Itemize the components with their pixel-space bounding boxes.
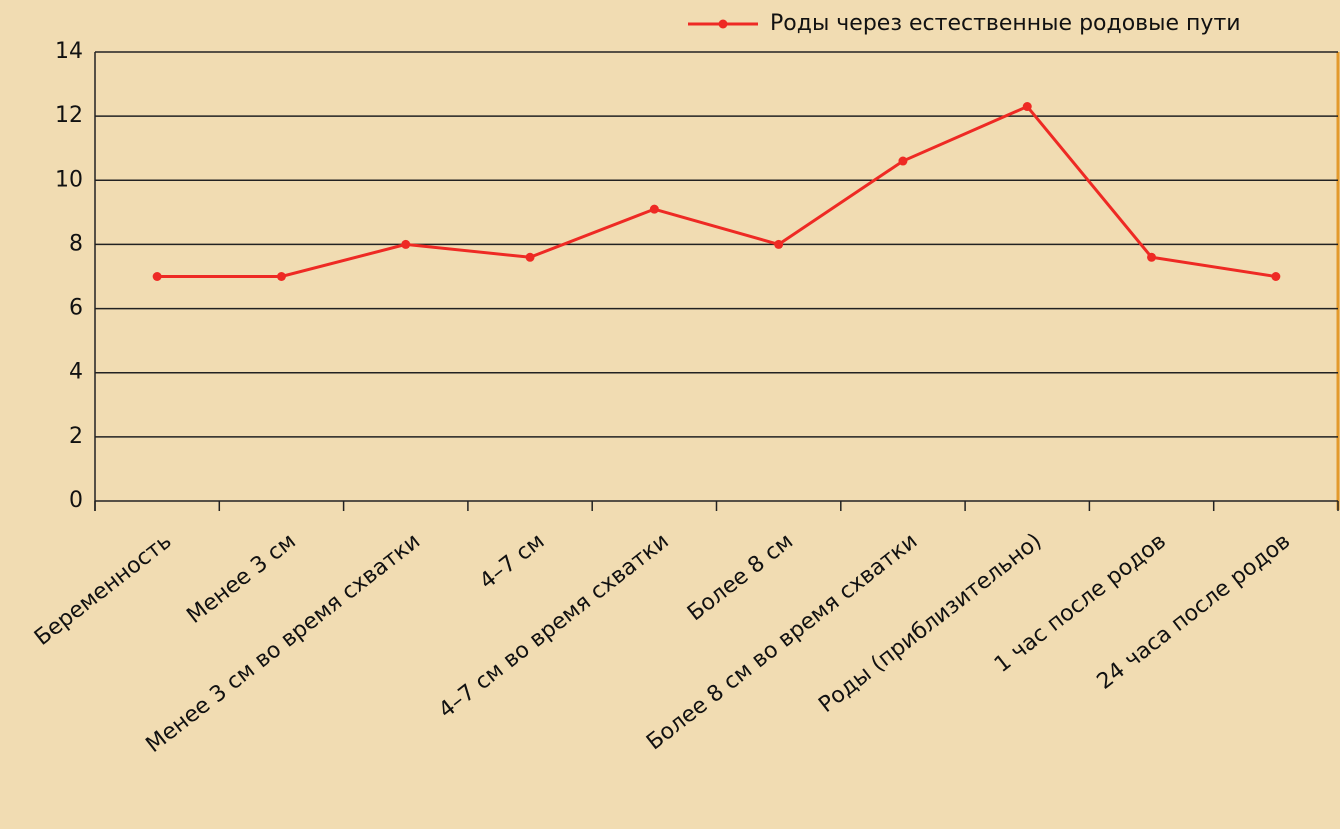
point: [1271, 272, 1281, 281]
legend-label: Роды через естественные родовые пути: [770, 11, 1241, 36]
y-tick-label: 8: [69, 231, 83, 256]
point: [774, 239, 784, 249]
point: [1022, 102, 1032, 112]
point: [1147, 252, 1157, 262]
y-tick-label: 12: [55, 103, 83, 128]
y-tick-label: 2: [69, 424, 83, 449]
y-tick-label: 6: [69, 296, 83, 321]
point: [525, 252, 535, 262]
point: [898, 156, 908, 166]
y-tick-label: 14: [55, 39, 83, 64]
point: [401, 239, 411, 249]
y-tick-label: 0: [69, 488, 83, 513]
point: [276, 272, 286, 281]
point: [152, 272, 162, 281]
point: [649, 204, 659, 214]
legend-marker: [718, 19, 728, 29]
y-tick-label: 4: [69, 360, 83, 385]
line: [157, 104, 1277, 278]
y-tick-label: 10: [55, 167, 83, 192]
